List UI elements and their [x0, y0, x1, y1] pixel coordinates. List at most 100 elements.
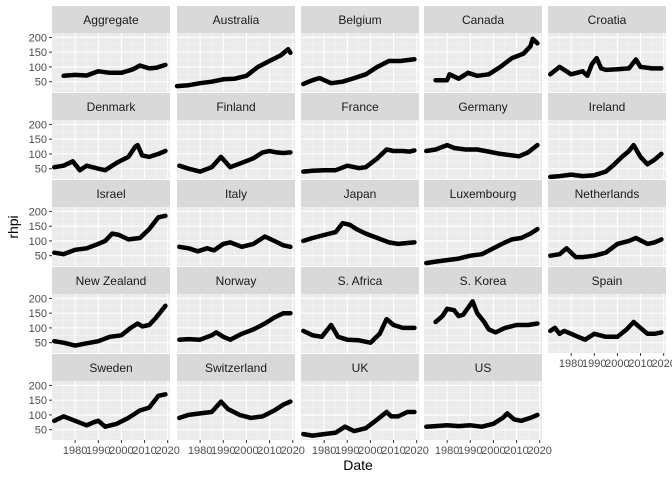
- y-tick-label: 50: [35, 425, 47, 437]
- facet-strip: [424, 6, 542, 33]
- y-tick-label: 50: [35, 251, 47, 263]
- x-tick-label: 1980: [188, 445, 212, 457]
- facet-australia: Australia: [174, 6, 295, 92]
- facet-s-africa: S. Africa: [301, 267, 419, 353]
- facet-strip-label: S. Korea: [460, 274, 507, 288]
- panel-background: [548, 207, 666, 266]
- y-tick-label: 100: [29, 323, 47, 335]
- facet-strip-label: Norway: [216, 274, 257, 288]
- facet-strip: [301, 354, 419, 381]
- series-line: [174, 46, 293, 89]
- x-tick-label: 2010: [504, 445, 528, 457]
- facet-s-korea: S. Korea: [424, 267, 542, 353]
- series-line: [548, 142, 664, 180]
- panel-background: [177, 294, 295, 353]
- x-tick-label: 2000: [481, 445, 505, 457]
- facet-strip-label: France: [341, 100, 379, 114]
- y-tick-label: 150: [29, 47, 47, 59]
- x-axis-title: Date: [343, 457, 373, 473]
- facet-strip: [301, 180, 419, 207]
- y-tick-label: 200: [29, 293, 47, 305]
- facet-strip: [301, 6, 419, 33]
- y-tick-label: 100: [29, 236, 47, 248]
- series-line: [548, 55, 664, 79]
- series-line: [52, 303, 168, 348]
- series-line: [548, 319, 664, 342]
- y-tick-label: 50: [35, 164, 47, 176]
- y-tick-label: 200: [29, 206, 47, 218]
- facet-strip: [548, 267, 666, 294]
- x-tick-label: 2000: [234, 445, 258, 457]
- facet-strip-label: Switzerland: [205, 361, 267, 375]
- facet-strip-label: Japan: [344, 187, 377, 201]
- x-tick-label: 2020: [280, 445, 304, 457]
- facet-strip: [52, 180, 170, 207]
- x-tick-label: 1980: [63, 445, 87, 457]
- series-line: [433, 36, 540, 83]
- facet-strip-label: Ireland: [589, 100, 626, 114]
- x-tick-label: 1980: [435, 445, 459, 457]
- facet-strip-label: Denmark: [87, 100, 137, 114]
- facet-strip: [177, 93, 295, 120]
- series-line: [301, 316, 417, 345]
- facet-strip-label: Aggregate: [83, 13, 139, 27]
- facet-denmark: Denmark 50 100 150 200: [29, 93, 170, 179]
- facet-strip-label: Netherlands: [575, 187, 640, 201]
- facet-strip: [52, 93, 170, 120]
- panel-background: [301, 294, 419, 353]
- facet-strip: [301, 267, 419, 294]
- series-line: [301, 147, 417, 174]
- y-tick-label: 200: [29, 380, 47, 392]
- facet-strip-label: Spain: [592, 274, 623, 288]
- x-tick-label: 1980: [559, 358, 583, 370]
- facet-strip: [548, 93, 666, 120]
- panel-background: [52, 120, 170, 179]
- series-line: [177, 399, 293, 421]
- y-tick-label: 150: [29, 134, 47, 146]
- y-tick-label: 200: [29, 119, 47, 131]
- facet-strip-label: Germany: [458, 100, 507, 114]
- facet-strip: [52, 267, 170, 294]
- facet-strip-label: S. Africa: [338, 274, 383, 288]
- facet-israel: Israel 50 100 150 200: [29, 180, 170, 266]
- facet-croatia: Croatia: [548, 6, 666, 92]
- panel-background: [52, 33, 170, 92]
- y-tick-label: 150: [29, 221, 47, 233]
- facet-canada: Canada: [424, 6, 542, 92]
- series-line: [424, 142, 540, 159]
- panel-background: [548, 33, 666, 92]
- facet-luxembourg: Luxembourg: [424, 180, 542, 266]
- facet-strip: [424, 267, 542, 294]
- x-tick-label: 2020: [527, 445, 551, 457]
- facet-strip: [424, 180, 542, 207]
- series-line: [424, 226, 540, 266]
- facet-strip-label: Sweden: [89, 361, 132, 375]
- y-tick-label: 200: [29, 32, 47, 44]
- facet-strip-label: Canada: [462, 13, 504, 27]
- facet-finland: Finland: [177, 93, 295, 179]
- panel-background: [424, 381, 542, 440]
- facet-ireland: Ireland: [548, 93, 666, 180]
- facet-strip-label: Israel: [96, 187, 125, 201]
- facet-strip-label: New Zealand: [76, 274, 147, 288]
- facet-belgium: Belgium: [301, 6, 419, 92]
- series-line: [177, 310, 293, 342]
- facet-netherlands: Netherlands: [548, 180, 666, 266]
- y-tick-label: 100: [29, 410, 47, 422]
- x-tick-label: 2010: [132, 445, 156, 457]
- series-line: [52, 213, 168, 257]
- y-tick-label: 50: [35, 77, 47, 89]
- x-tick-label: 2010: [628, 358, 652, 370]
- panel-background: [52, 381, 170, 440]
- series-line: [52, 142, 168, 173]
- x-tick-label: 2000: [605, 358, 629, 370]
- facet-strip-label: US: [475, 361, 492, 375]
- facet-strip-label: Belgium: [338, 13, 381, 27]
- facet-strip-label: Croatia: [588, 13, 627, 27]
- facet-strip: [177, 180, 295, 207]
